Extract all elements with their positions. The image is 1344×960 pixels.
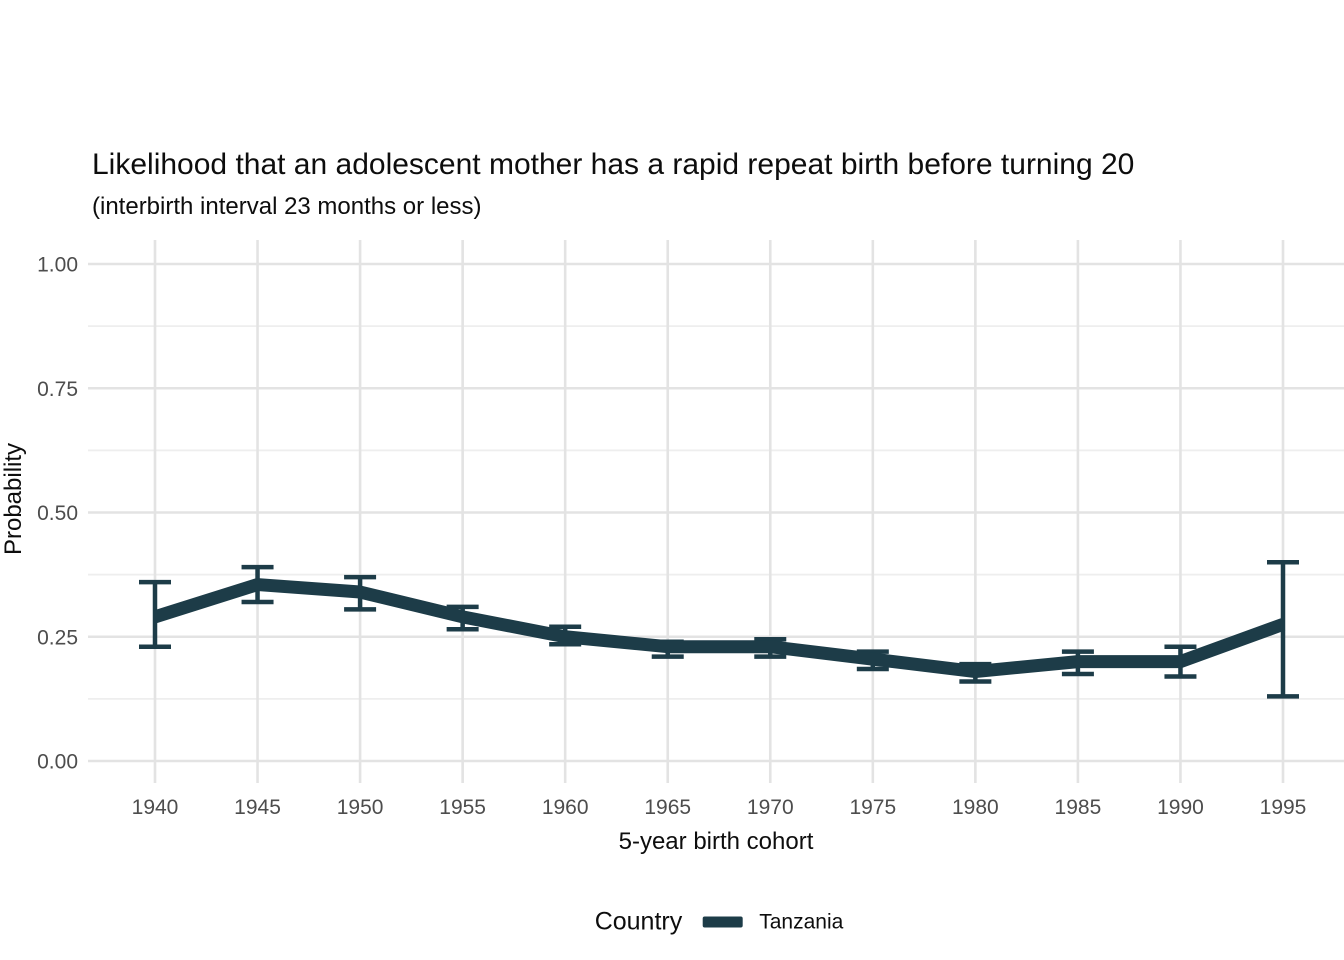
y-tick-label: 0.25 [37,626,78,649]
y-tick-label: 1.00 [37,254,78,277]
chart-subtitle: (interbirth interval 23 months or less) [92,193,482,220]
x-axis-title: 5-year birth cohort [618,828,814,855]
chart-title: Likelihood that an adolescent mother has… [92,148,1135,181]
legend-label-tanzania: Tanzania [759,910,844,933]
x-tick-label: 1955 [439,796,486,819]
x-tick-label: 1975 [849,796,896,819]
series-line-tanzania [153,578,1286,679]
x-tick-label: 1945 [234,796,281,819]
x-tick-label: 1940 [132,796,179,819]
x-tick-label: 1965 [644,796,691,819]
x-tick-label: 1960 [542,796,589,819]
x-tick-label: 1990 [1157,796,1204,819]
x-tick-label: 1970 [747,796,794,819]
y-tick-label: 0.50 [37,502,78,525]
y-axis-title: Probability [0,442,27,556]
y-tick-label: 0.00 [37,751,78,774]
y-tick-label: 0.75 [37,378,78,401]
legend-title: Country [594,907,683,936]
x-tick-label: 1995 [1260,796,1307,819]
legend: Country Tanzania [595,908,844,937]
x-tick-label: 1980 [952,796,999,819]
x-tick-label: 1985 [1055,796,1102,819]
x-tick-label: 1950 [337,796,384,819]
legend-key-line-tanzania [702,916,743,928]
